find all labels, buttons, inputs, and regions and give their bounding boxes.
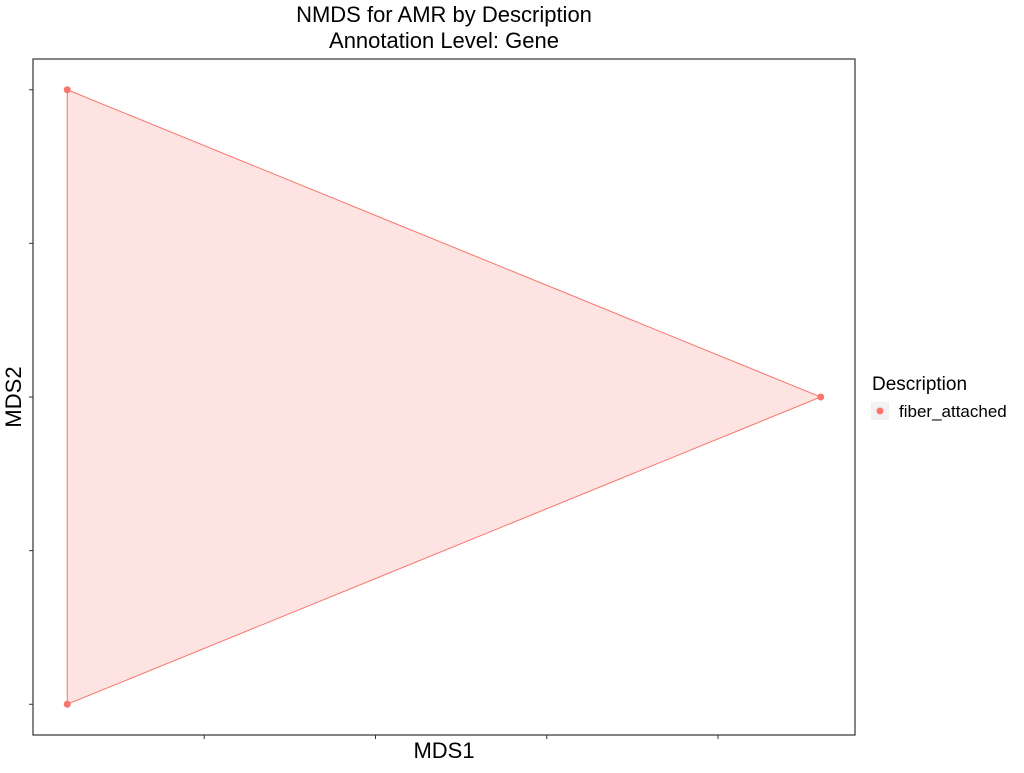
legend-title: Description (872, 374, 967, 395)
data-point-2 (817, 393, 825, 401)
chart-subtitle: Annotation Level: Gene (329, 28, 559, 53)
x-axis-ticks (203, 735, 719, 739)
data-point-1 (63, 86, 71, 94)
data-point-3 (63, 700, 71, 708)
hull-polygon-fiber_attached (66, 88, 823, 706)
y-axis-label: MDS2 (1, 366, 26, 427)
legend-label: fiber_attached (899, 402, 1007, 421)
x-axis-label: MDS1 (413, 738, 474, 763)
chart-title: NMDS for AMR by Description (296, 2, 592, 27)
plot-area (63, 86, 825, 708)
legend: Description fiber_attached (871, 374, 1007, 421)
legend-key-dot (876, 407, 884, 415)
y-axis-ticks (29, 89, 33, 705)
